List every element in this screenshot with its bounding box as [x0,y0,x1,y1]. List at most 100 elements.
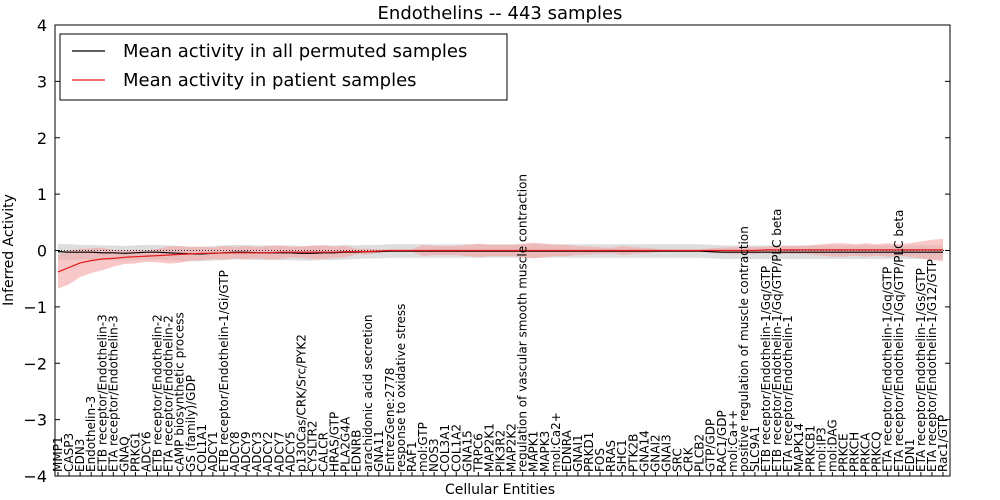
y-tick-label: −1 [23,298,47,317]
x-axis-label: Cellular Entities [445,482,555,498]
category-label: mol:GTP [416,422,430,472]
category-label: cAMP biosynthetic process [173,312,187,472]
category-label: FOS [593,448,607,472]
category-label: ETA receptor/Endothelin-3 [106,315,120,472]
y-tick-label: 1 [37,185,47,204]
category-label: GNAQ [117,436,131,472]
category-label: EDN1 [903,439,917,472]
legend-label-patient: Mean activity in patient samples [123,70,417,91]
category-label: GS (family)/GDP [184,375,198,472]
category-label: NOS3 [427,438,441,472]
category-label: CRK [682,446,696,472]
category-label: ETB receptor/Endothelin-2 [151,314,165,472]
category-label: Rac1/GTP [936,415,950,472]
category-label: HRAS/GTP [328,412,342,472]
category-label: Endothelin-3 [84,396,98,472]
category-label: PRKCQ [870,431,884,472]
category-label: CALCR [317,432,331,472]
category-label: EDN3 [73,439,87,472]
category-label: PRKG1 [128,432,142,472]
category-label: COL1A1 [195,424,209,472]
category-label: MAP2K1 [482,423,496,472]
y-tick-label: −3 [23,411,47,430]
category-label: EDNRB [350,430,364,472]
category-label: ADCY6 [140,431,154,472]
y-tick-label: 2 [37,129,47,148]
y-axis-label: Inferred Activity [1,194,17,306]
category-label: ETA receptor/Endothelin-1/G12/GTP [925,259,939,472]
category-label: ETA receptor/Endothelin-1 [781,315,795,472]
category-label: COL3A1 [438,424,452,472]
category-label: ETA receptor/Endothelin-2 [162,315,176,472]
legend-label-permuted: Mean activity in all permuted samples [123,41,467,62]
category-label: ADCY2 [261,431,275,472]
category-label: arachidonic acid secretion [361,315,375,472]
category-label: GNAI3 [659,434,673,472]
category-label: EDNRA [560,429,574,472]
category-label: SHC1 [615,439,629,472]
category-label: PRKCE [836,433,850,472]
patient-band [58,238,943,289]
y-tick-label: 0 [37,242,47,261]
category-label: PLA2G4A [339,416,353,472]
category-label: ETA receptor/Endothelin-1/Gs/GTP [914,268,928,472]
category-label: ETA receptor/Endothelin-1/Gq/GTP [881,267,895,472]
category-label: mol:DAG [825,419,839,472]
category-label: positive regulation of muscle contractio… [737,226,751,472]
category-label: PRKCA [859,432,873,472]
category-label: GNAI1 [571,434,585,472]
category-label: MAPK1 [527,431,541,472]
series-lines [55,249,950,273]
category-label: mol:IP3 [814,427,828,472]
category-label: RAC1/GDP [715,410,729,472]
category-label: CYSLTR2 [305,421,319,472]
patient-mean-line [57,249,943,273]
y-tick-label: 4 [37,16,47,35]
category-label: ETB receptor/Endothelin-1/Gq/GTP/PLC bet… [770,209,784,472]
category-label: response to oxidative stress [394,304,408,472]
category-label: MAPK3 [538,431,552,472]
category-label: GNA14 [637,430,651,472]
category-label: TRPC6 [471,433,485,473]
category-label: ETB receptor/Endothelin-3 [95,314,109,472]
y-tick-label: −4 [23,467,47,486]
category-label: CASP3 [62,433,76,472]
category-label: PTK2B [626,434,640,472]
category-label: RAF1 [405,441,419,472]
category-label: PIK3R2 [494,430,508,472]
category-label: ADCY3 [250,431,264,472]
category-label: GNAI2 [648,434,662,472]
category-label: ETB receptor/Endothelin-1/Gq/GTP [759,266,773,472]
category-label: RRAS [604,440,618,472]
category-label: ADCY7 [272,431,286,472]
confidence-bands [58,238,943,289]
category-label: MAPK14 [792,423,806,472]
category-label: ADCY9 [239,431,253,472]
category-label: PRKD1 [582,432,596,472]
category-label: EntrezGene:2778 [383,368,397,473]
category-label: p130Cas/CRK/Src/PYK2 [294,334,308,472]
legend-box [59,33,508,101]
category-label: COL1A2 [449,424,463,472]
category-label: ETA receptor/Endothelin-1/Gq/GTP/PLC bet… [892,210,906,472]
category-label: ADCY8 [228,431,242,472]
chart-title: Endothelins -- 443 samples [378,3,623,24]
category-label: mol:Ca2+ [549,412,563,472]
y-tick-label: −2 [23,354,47,373]
category-label: ADCY1 [206,431,220,472]
category-label: SLC9A1 [748,426,762,472]
y-tick-label: 3 [37,72,47,91]
category-label: GNA15 [460,430,474,472]
category-label: SRC [671,448,685,472]
category-label: ADCY5 [283,431,297,472]
category-label: GTP/GDP [704,419,718,472]
category-label: ETB receptor/Endothelin-1/Gi/GTP [217,270,231,472]
legend: Mean activity in all permuted samples Me… [59,33,508,101]
category-label: mol:Ca++ [726,410,740,472]
category-label: regulation of vascular smooth muscle con… [516,174,530,472]
category-label: PRKCB1 [803,425,817,472]
category-label: PRKCH [848,432,862,472]
category-label: PLCB2 [693,434,707,472]
